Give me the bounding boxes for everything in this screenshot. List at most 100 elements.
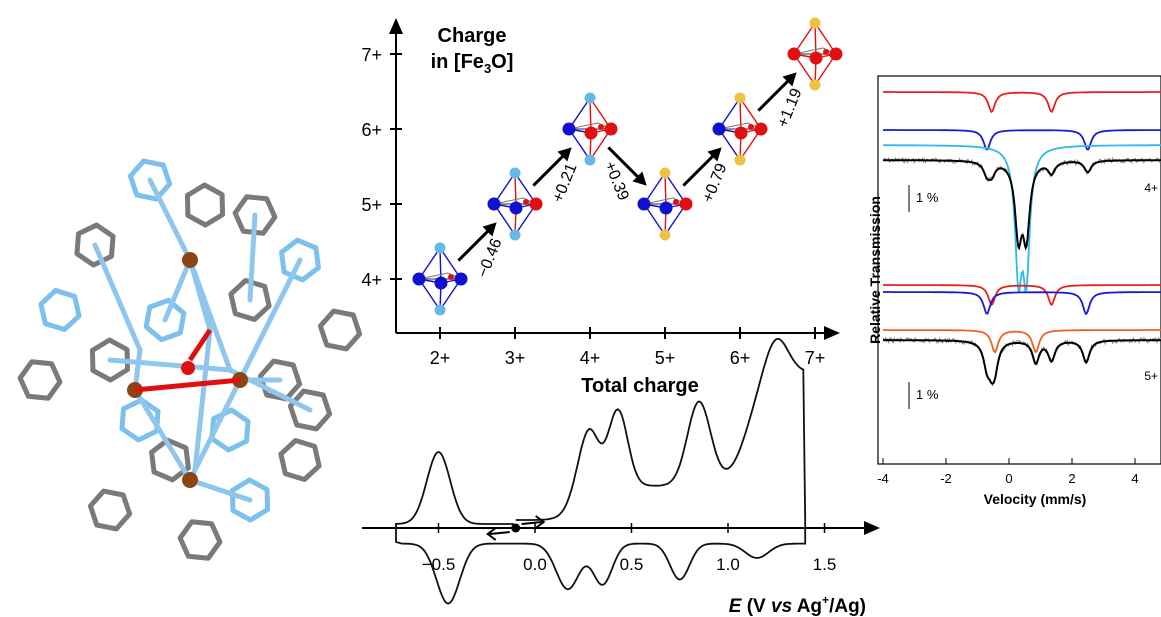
- fe3o-core-state: [787, 17, 843, 91]
- cv-curve: [395, 337, 807, 605]
- cv-sweep-reverse-arrow: [489, 531, 510, 535]
- cv-x-tick-label: 1.0: [716, 555, 740, 574]
- apex-atom: [509, 229, 521, 241]
- cv-sweep-forward-head: [535, 515, 546, 529]
- mossbauer-x-tick-label: 2: [1068, 471, 1075, 486]
- fe-atom: [679, 197, 693, 211]
- fe3o-core-state: [412, 242, 468, 316]
- y-tick-label: 4+: [361, 270, 382, 290]
- x-axis-arrowhead: [824, 326, 840, 340]
- fe-atom: [487, 197, 501, 211]
- fe3o-core-state: [637, 167, 693, 241]
- oxygen-atom: [181, 361, 195, 375]
- mossbauer-fit-curve: [883, 159, 1161, 251]
- ligand-bond: [247, 212, 258, 303]
- ligand-ring: [74, 222, 116, 268]
- ligand-bond: [187, 477, 253, 503]
- oxygen-atom: [598, 124, 604, 130]
- fe-atom: [604, 122, 618, 136]
- transition-label: +0.21: [550, 161, 581, 205]
- fe-atom: [829, 47, 843, 61]
- ligand-ring: [87, 488, 133, 532]
- ligand-bond: [92, 242, 143, 353]
- mossbauer-spectra: Relative Transmission Velocity (mm/s) -4…: [867, 75, 1161, 507]
- transition-label: +0.79: [700, 161, 731, 205]
- ligand-ring: [287, 388, 333, 432]
- x-axis-title: Total charge: [581, 375, 698, 397]
- fe-atom: [182, 252, 198, 268]
- arrow-head: [632, 171, 647, 186]
- ligand-ring: [317, 308, 363, 352]
- arrow-head: [707, 147, 722, 162]
- fe3o-core-state: [712, 92, 768, 166]
- cv-x-tick-label: 1.5: [813, 555, 837, 574]
- mossbauer-scale-bar-label: 1 %: [916, 387, 939, 402]
- mossbauer-x-tick-label: 4: [1131, 471, 1138, 486]
- apex-atom: [584, 154, 596, 166]
- mossbauer-x-tick-label: -2: [940, 471, 952, 486]
- apex-atom: [734, 154, 746, 166]
- x-tick-label: 7+: [805, 348, 826, 368]
- fe-atom: [637, 197, 651, 211]
- arrow-shaft: [757, 76, 793, 112]
- ligand-bond: [132, 387, 193, 483]
- ligand-ring: [127, 158, 173, 202]
- ligand-ring: [143, 297, 187, 343]
- mossbauer-x-tick-label: -4: [877, 471, 889, 486]
- molecular-structure: [17, 158, 363, 561]
- transition-arrow: +0.79: [682, 147, 731, 205]
- arrow-shaft: [457, 226, 493, 262]
- mossbauer-component-curve: [883, 284, 1161, 307]
- fe-atom: [562, 122, 576, 136]
- mossbauer-component-curve: [883, 329, 1161, 354]
- transition-arrow: −0.46: [457, 222, 506, 280]
- apex-atom: [434, 242, 446, 254]
- oxygen-atom: [523, 199, 529, 205]
- ligand-bond: [237, 257, 303, 383]
- arrow-shaft: [607, 146, 643, 182]
- fe-atom: [434, 276, 448, 290]
- arrow-shaft: [532, 151, 568, 187]
- x-tick-label: 3+: [505, 348, 526, 368]
- y-axis-title-line2: in [Fe3O]: [431, 51, 514, 76]
- fe-atom: [712, 122, 726, 136]
- ligand-ring: [38, 287, 82, 333]
- arrow-shaft: [682, 151, 718, 187]
- oxygen-atom: [823, 49, 829, 55]
- y-axis-title-line1: Charge: [438, 25, 507, 47]
- fe3o-core-state: [562, 92, 618, 166]
- mossbauer-y-axis-label: Relative Transmission: [867, 196, 883, 344]
- mossbauer-x-axis-label: Velocity (mm/s): [984, 491, 1087, 507]
- cv-sweep-forward-arrow: [521, 521, 542, 525]
- cv-start-point: [511, 523, 521, 533]
- ligand-ring: [229, 477, 271, 523]
- oxo-bond: [134, 377, 241, 393]
- ligand-bond: [107, 357, 233, 373]
- fe-atom: [454, 272, 468, 286]
- fe-atom: [529, 197, 543, 211]
- fe-atom: [754, 122, 768, 136]
- cyclic-voltammogram: −0.5 0.0 0.5 1.0 1.5 E (V vs Ag+/Ag): [362, 337, 880, 617]
- oxo-bond: [187, 328, 213, 362]
- apex-atom: [584, 92, 596, 104]
- y-tick-label: 5+: [361, 195, 382, 215]
- fe-atom: [659, 201, 673, 215]
- transition-label: −0.46: [475, 236, 506, 280]
- ligand-bond: [162, 257, 193, 323]
- arrow-head: [557, 147, 572, 162]
- oxygen-atom: [673, 199, 679, 205]
- apex-atom: [809, 79, 821, 91]
- fe-atom: [412, 272, 426, 286]
- y-axis-arrowhead: [389, 18, 403, 34]
- mossbauer-component-curve: [883, 144, 1161, 294]
- cv-x-axis-label: E (V vs Ag+/Ag): [729, 593, 866, 617]
- transition-label: +1.19: [775, 86, 806, 130]
- apex-atom: [809, 17, 821, 29]
- apex-atom: [509, 167, 521, 179]
- cv-x-tick-label: 0.5: [620, 555, 644, 574]
- ligand-ring: [177, 519, 223, 561]
- charge-diagram: Charge in [Fe3O] Total charge 4+ 5+ 6+ 7+ 2…: [361, 17, 843, 397]
- fe-atom: [509, 201, 523, 215]
- oxygen-atom: [748, 124, 754, 130]
